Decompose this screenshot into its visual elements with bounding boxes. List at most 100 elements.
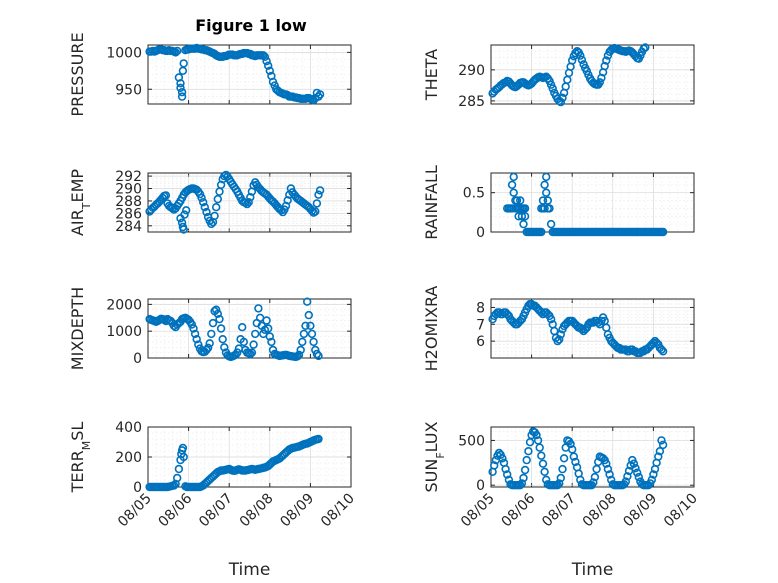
data-point: [182, 206, 191, 215]
data-point: [545, 204, 554, 213]
axes-border: [147, 44, 352, 105]
data-point: [553, 336, 562, 346]
data-point: [554, 335, 564, 344]
data-point: [517, 479, 527, 488]
data-point: [553, 481, 562, 490]
marker-series: [145, 43, 325, 105]
data-point: [520, 204, 530, 213]
data-point: [546, 315, 556, 324]
data-point: [215, 314, 224, 324]
data-point: [265, 66, 274, 76]
data-point: [541, 188, 551, 197]
figure-title: Figure 1 low: [195, 16, 307, 35]
data-point: [520, 212, 530, 221]
data-point: [301, 321, 310, 330]
data-point: [213, 309, 223, 318]
data-point: [187, 320, 197, 329]
subplot-mixdepth: 0 1000 2000 MIXDEPTH: [68, 287, 352, 370]
data-point: [515, 196, 525, 205]
data-point: [315, 90, 325, 99]
y-axis-label: RAINFALL: [422, 165, 441, 240]
data-point: [537, 451, 546, 460]
y-tick-label: 1000: [106, 324, 142, 340]
y-tick-label: 950: [115, 82, 142, 98]
data-point: [509, 188, 518, 197]
data-point: [177, 92, 187, 101]
data-point: [540, 467, 549, 476]
data-point: [558, 464, 567, 474]
y-tick-label: 400: [115, 420, 142, 436]
y-axis-label: TERRMSL: [68, 422, 93, 494]
data-point: [293, 352, 302, 361]
data-point: [589, 478, 598, 487]
data-point: [260, 52, 270, 61]
data-point: [566, 439, 575, 449]
y-tick-label: 288: [115, 194, 142, 210]
marker-series: [503, 172, 668, 237]
y-tick-label: 8: [476, 300, 485, 316]
data-point: [577, 325, 587, 334]
data-point: [654, 452, 663, 461]
data-point: [216, 324, 226, 333]
data-point: [267, 337, 276, 347]
data-point: [519, 473, 528, 483]
axes-border: [490, 44, 695, 105]
data-point: [244, 198, 253, 207]
y-tick-label: 0: [133, 480, 142, 496]
data-point: [537, 227, 546, 237]
data-point: [647, 475, 656, 484]
y-tick-label: 0: [476, 478, 485, 494]
data-point: [239, 337, 249, 347]
data-point: [540, 180, 549, 190]
data-point: [548, 84, 557, 93]
data-point: [216, 180, 226, 190]
data-point: [522, 455, 531, 465]
data-point: [524, 447, 533, 456]
data-point: [314, 434, 323, 444]
axes-border: [147, 172, 352, 233]
data-point: [199, 198, 208, 207]
axes-box: [147, 298, 352, 359]
data-point: [210, 211, 219, 221]
data-point: [658, 227, 668, 237]
data-point: [490, 461, 499, 470]
data-point: [246, 193, 255, 202]
data-point: [532, 430, 541, 440]
data-point: [314, 190, 323, 199]
y-axis-label: AIRTEMP: [68, 169, 93, 236]
data-point: [299, 329, 309, 339]
data-point: [649, 470, 658, 479]
data-point: [569, 452, 578, 461]
data-point: [200, 203, 210, 212]
data-point: [520, 465, 530, 475]
marker-series: [145, 434, 323, 492]
data-point: [203, 343, 213, 352]
y-tick-label: 290: [115, 182, 142, 198]
data-point: [262, 316, 271, 325]
axes-border: [147, 426, 352, 488]
data-point: [174, 464, 184, 474]
data-point: [498, 454, 507, 463]
data-point: [192, 335, 201, 344]
data-point: [264, 61, 273, 70]
data-point: [507, 180, 517, 190]
data-point: [641, 43, 650, 52]
data-point: [546, 219, 556, 229]
data-point: [629, 459, 639, 468]
data-point: [636, 51, 645, 60]
data-point: [241, 198, 250, 208]
axes-border: [490, 298, 695, 359]
y-axis-label: MIXDEPTH: [68, 287, 87, 370]
data-point: [189, 324, 198, 333]
data-point: [179, 59, 188, 68]
subplot-rainfall: 0 0.5 RAINFALL: [422, 165, 695, 241]
marker-series: [488, 427, 668, 490]
data-point: [577, 55, 587, 65]
data-point: [623, 472, 632, 481]
data-point: [571, 457, 580, 467]
marker-series: [488, 43, 650, 107]
data-point: [262, 56, 271, 66]
data-point: [220, 343, 229, 352]
